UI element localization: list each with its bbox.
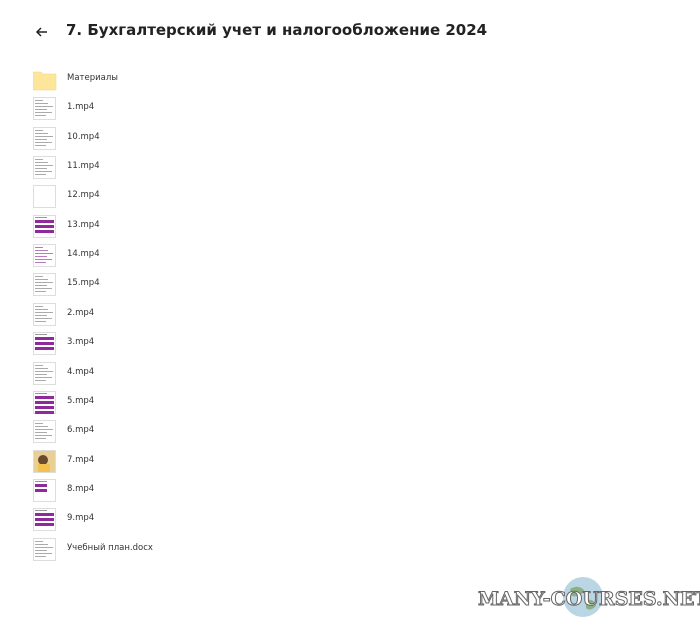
file-row[interactable]: Учебный план.docx: [33, 537, 673, 562]
file-thumbnail: [33, 449, 56, 473]
file-name: 8.mp4: [67, 483, 95, 494]
file-name: Учебный план.docx: [67, 542, 153, 553]
file-row[interactable]: 3.mp4: [33, 332, 673, 356]
file-name: 15.mp4: [67, 278, 100, 289]
file-name: 5.mp4: [67, 395, 95, 406]
file-thumbnail: [33, 185, 56, 209]
file-name: 4.mp4: [67, 366, 95, 377]
file-row[interactable]: 12.mp4: [33, 185, 673, 209]
file-thumbnail: [33, 97, 56, 121]
file-row[interactable]: 5.mp4: [33, 390, 673, 415]
file-row[interactable]: 7.mp4: [33, 449, 673, 474]
file-row[interactable]: 15.mp4: [33, 273, 673, 297]
file-thumbnail: [33, 420, 56, 444]
file-name: 9.mp4: [67, 513, 95, 524]
file-thumbnail: [33, 302, 56, 326]
file-name: 7.mp4: [67, 454, 95, 465]
file-row[interactable]: 10.mp4: [33, 126, 673, 151]
file-row[interactable]: 1.mp4: [33, 97, 673, 121]
file-thumbnail: [33, 390, 56, 414]
file-row[interactable]: 13.mp4: [33, 214, 673, 239]
file-thumbnail: [33, 71, 57, 91]
back-button[interactable]: [35, 25, 49, 39]
file-thumbnail: [33, 332, 56, 356]
watermark-globe: [563, 577, 603, 617]
file-thumbnail: [33, 156, 56, 180]
file-name: 1.mp4: [67, 102, 95, 113]
file-row[interactable]: 8.mp4: [33, 478, 673, 503]
watermark: MANY-COURSES.NET: [478, 588, 700, 611]
file-thumbnail: [33, 214, 56, 238]
file-name: 13.mp4: [67, 219, 100, 230]
file-name: 14.mp4: [67, 249, 100, 260]
file-thumbnail: [33, 273, 56, 297]
file-row[interactable]: 9.mp4: [33, 508, 673, 532]
file-thumbnail: [33, 244, 56, 268]
file-row[interactable]: 2.mp4: [33, 302, 673, 327]
file-thumbnail: [33, 361, 56, 385]
file-thumbnail: [33, 537, 56, 561]
file-row[interactable]: 14.mp4: [33, 244, 673, 268]
folder-title: 7. Бухгалтерский учет и налогообложение …: [66, 21, 488, 39]
file-row[interactable]: 11.mp4: [33, 156, 673, 180]
file-row[interactable]: 4.mp4: [33, 361, 673, 386]
file-thumbnail: [33, 508, 56, 532]
file-name: 6.mp4: [67, 425, 95, 436]
file-name: 11.mp4: [67, 161, 100, 172]
file-name: 3.mp4: [67, 337, 95, 348]
file-name: 10.mp4: [67, 131, 100, 142]
file-name: 2.mp4: [67, 307, 95, 318]
file-row[interactable]: 6.mp4: [33, 420, 673, 444]
file-name: Материалы: [67, 73, 118, 83]
file-name: 12.mp4: [67, 190, 100, 201]
file-thumbnail: [33, 126, 56, 150]
file-row[interactable]: Материалы: [33, 68, 673, 92]
file-thumbnail: [33, 478, 56, 502]
